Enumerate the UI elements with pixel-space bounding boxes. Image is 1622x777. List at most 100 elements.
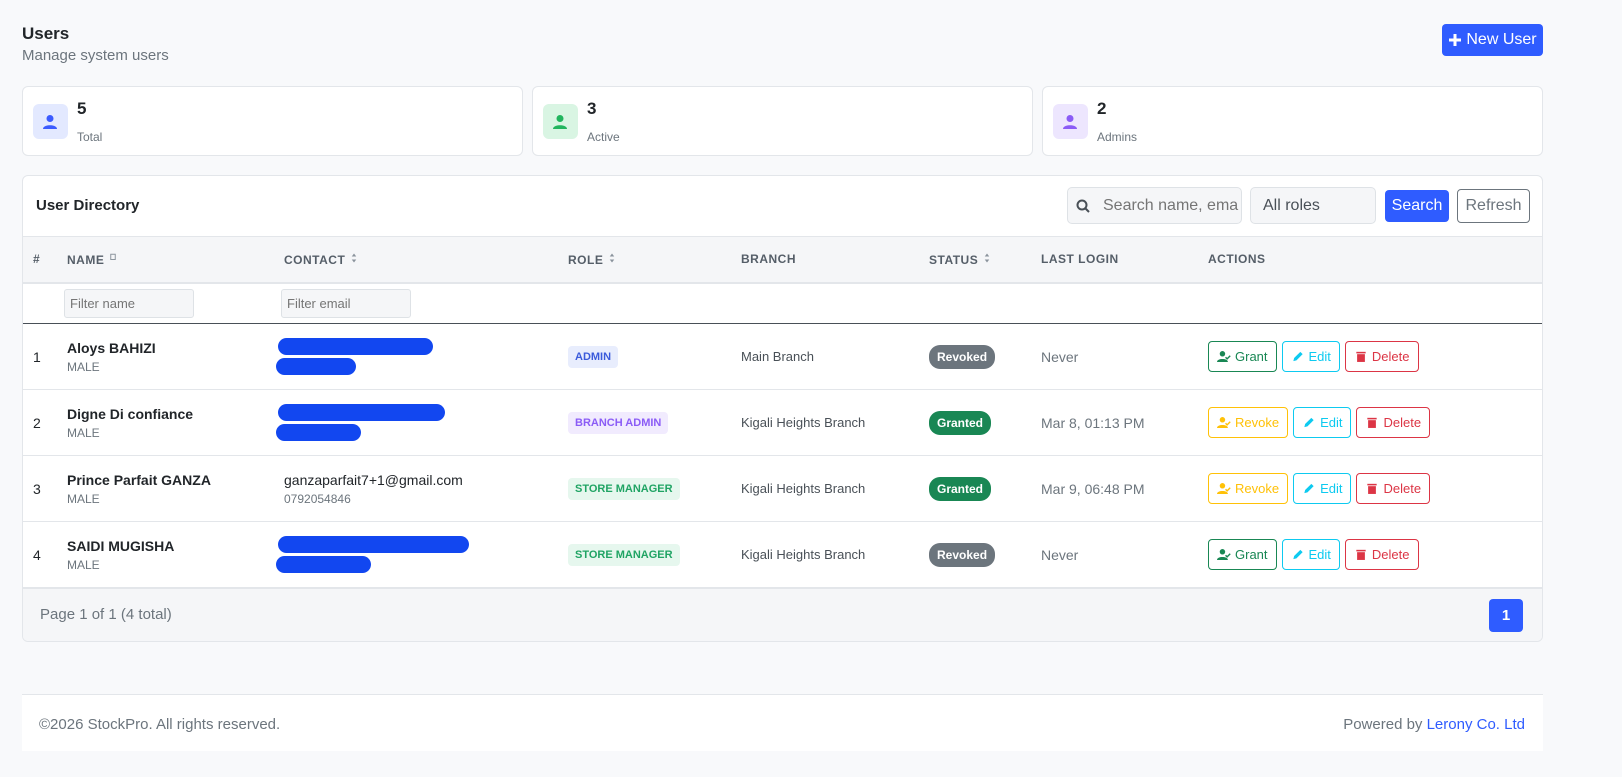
last-login: Never [1031,521,1198,588]
user-gender: MALE [67,359,100,374]
name-cell: Prince Parfait GANZA MALE [57,455,274,522]
filter-name[interactable] [64,288,194,318]
stat-label: Admins [1097,130,1138,144]
column-header: NAME [57,236,274,284]
action-button[interactable]: Grant [1208,539,1277,570]
action-icon [1217,549,1231,560]
redaction [276,358,356,375]
role-badge: BRANCH ADMIN [568,411,669,434]
action-icon [1217,417,1231,428]
new-user-button[interactable]: New User [1442,24,1543,56]
powered-by-text: Powered by [1343,716,1423,733]
row-index: 1 [23,323,57,390]
action-icon [1217,351,1231,362]
user-name: Aloys BAHIZI [67,339,156,356]
branch: Kigali Heights Branch [731,455,919,522]
action-icon [1356,549,1366,560]
action-button[interactable]: Edit [1281,539,1340,570]
action-button[interactable]: Delete [1344,341,1419,372]
role-filter-label: All roles [1263,196,1320,214]
action-label: Grant [1235,349,1268,364]
refresh-button[interactable]: Refresh [1457,189,1530,223]
action-label: Revoke [1235,415,1280,430]
action-button[interactable]: Delete [1344,539,1419,570]
user-gender: MALE [67,557,100,572]
role-badge: STORE MANAGER [568,543,680,566]
user-icon [42,114,57,129]
stat-value: 2 [1097,99,1107,118]
column-label: NAME [67,252,105,267]
search-icon [1076,199,1090,213]
actions-cell: Grant Edit Delete [1198,323,1542,390]
footer: ©2026 StockPro. All rights reserved. Pow… [22,694,1543,751]
status-badge: Revoked [929,542,996,567]
action-label: Delete [1383,481,1422,496]
user-row: 1 Aloys BAHIZI MALE ADMIN Main Branch Revoked… [23,323,1542,390]
role-filter[interactable]: All roles [1250,187,1376,224]
header-row: # NAME CONTACT ROLE BRANCH STATUS LAST LOGIN AC… [23,236,1542,284]
contact-cell [274,521,558,588]
status-cell: Revoked [919,521,1031,588]
last-login: Never [1031,323,1198,390]
filter-email[interactable] [281,288,411,318]
column-header: CONTACT [274,236,558,284]
role-cell: ADMIN [558,323,731,390]
action-label: Revoke [1235,481,1280,496]
redaction [278,404,445,421]
action-button[interactable]: Delete [1356,473,1431,504]
user-row: 2 Digne Di confiance MALE BRANCH ADMIN Kigal… [23,389,1542,456]
redaction [276,556,371,573]
status-badge: Granted [929,410,992,435]
row-index: 2 [23,389,57,456]
redaction [278,536,469,553]
stat-icon [1053,104,1088,139]
user-name: Prince Parfait GANZA [67,471,211,488]
action-button[interactable]: Revoke [1208,407,1289,438]
page-summary: Page 1 of 1 (4 total) [40,606,172,623]
page-button[interactable]: 1 [1489,599,1523,632]
action-button[interactable]: Edit [1293,407,1352,438]
action-button[interactable]: Edit [1293,473,1352,504]
branch: Kigali Heights Branch [731,389,919,456]
sort-icon [984,253,990,263]
role-cell: STORE MANAGER [558,521,731,588]
branch: Kigali Heights Branch [731,521,919,588]
search-input[interactable] [1101,195,1241,216]
status-badge: Revoked [929,344,996,369]
action-label: Edit [1308,349,1331,364]
status-cell: Granted [919,455,1031,522]
action-label: Delete [1371,349,1410,364]
column-label: # [33,252,41,267]
action-button[interactable]: Grant [1208,341,1277,372]
action-button[interactable]: Revoke [1208,473,1289,504]
redaction [278,338,433,355]
stat-icon [33,104,68,139]
action-label: Delete [1383,415,1422,430]
action-icon [1367,483,1378,494]
stat-label: Active [587,130,620,144]
column-label: STATUS [929,252,979,267]
action-button[interactable]: Edit [1281,341,1340,372]
user-name: Digne Di confiance [67,405,194,422]
actions-cell: Revoke Edit Delete [1198,389,1542,456]
plus-icon [1449,34,1462,46]
filter-row [23,282,1542,324]
branch: Main Branch [731,323,919,390]
stat-icon [543,104,578,139]
stat-card: 2 Admins [1042,86,1543,156]
search-box[interactable] [1067,187,1242,224]
action-icon [1292,549,1303,560]
action-label: Edit [1308,547,1331,562]
column-header: BRANCH [731,236,919,284]
user-gender: MALE [67,425,100,440]
name-cell: Digne Di confiance MALE [57,389,274,456]
last-login: Mar 8, 01:13 PM [1031,389,1198,456]
company-link[interactable]: Lerony Co. Ltd [1426,716,1525,733]
column-label: ACTIONS [1208,252,1266,267]
action-button[interactable]: Delete [1356,407,1431,438]
name-cell: Aloys BAHIZI MALE [57,323,274,390]
page-title: Users [22,24,70,43]
search-button[interactable]: Search [1385,190,1449,222]
